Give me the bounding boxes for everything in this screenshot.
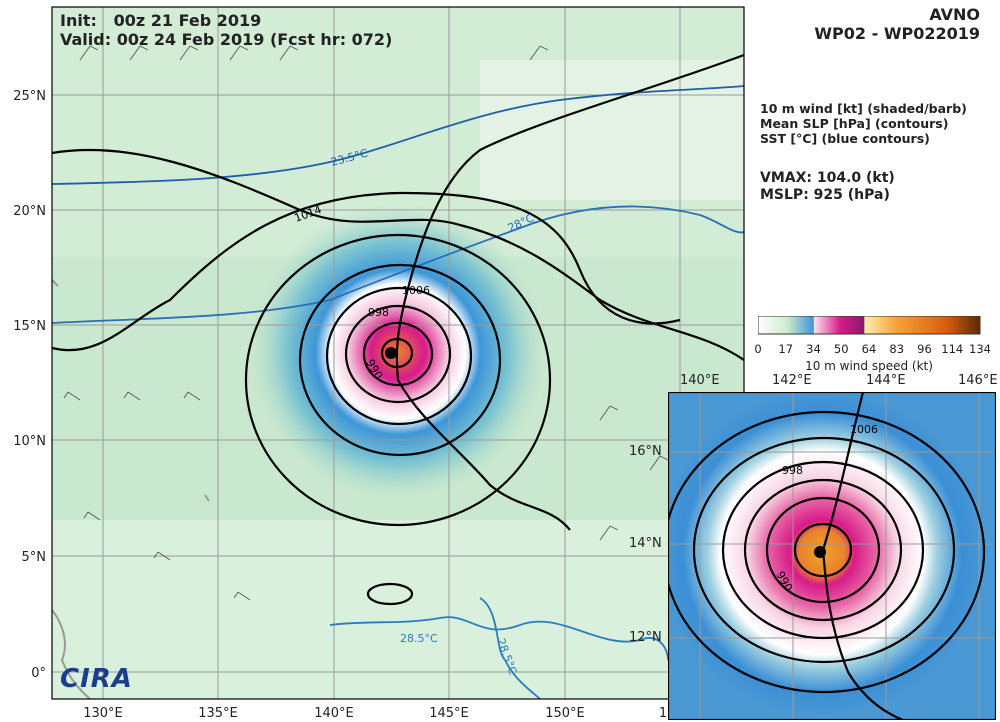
inset-lat-tick: 12°N (629, 630, 662, 645)
inset-storm-center-icon (814, 546, 826, 558)
inset-lon-tick: 140°E (680, 373, 720, 388)
lat-tick: 15°N (13, 319, 46, 334)
inset-lat-tick: 14°N (629, 536, 662, 551)
cira-logo: CIRA (60, 664, 133, 694)
colorbar-tick: 64 (861, 342, 877, 356)
colorbar-tick: 17 (778, 342, 794, 356)
lat-tick: 0° (31, 666, 46, 681)
inset-lon-tick: 144°E (866, 373, 906, 388)
mslp-value: MSLP: 925 (hPa) (760, 187, 890, 203)
isobar-label: 998 (368, 306, 389, 319)
lon-ticks: 130°E 135°E 140°E 145°E 150°E 1 (83, 706, 667, 721)
lon-tick: 140°E (314, 706, 354, 721)
colorbar (758, 316, 981, 335)
colorbar-tick: 83 (889, 342, 905, 356)
colorbar-tick: 50 (833, 342, 849, 356)
legend-slp: Mean SLP [hPa] (contours) (760, 116, 949, 131)
colorbar-label: 10 m wind speed (kt) (805, 359, 933, 373)
colorbar-ticks: 0 17 34 50 64 83 96 114 134 (754, 342, 991, 358)
coastline (52, 279, 210, 699)
lat-tick: 20°N (13, 204, 46, 219)
vmax-value: VMAX: 104.0 (kt) (760, 170, 895, 186)
model-name: AVNO (929, 5, 980, 24)
storm-id: WP02 - WP022019 (814, 24, 980, 43)
inset-map: 1006 998 990 (668, 392, 996, 720)
inset-lat-tick: 16°N (629, 444, 662, 459)
colorbar-tick: 96 (917, 342, 932, 356)
lat-tick: 10°N (13, 434, 46, 449)
lon-tick: 145°E (429, 706, 469, 721)
colorbar-tick: 114 (941, 342, 964, 356)
sst-label: 28.5°C (400, 632, 438, 645)
init-time: Init: 00z 21 Feb 2019 (60, 11, 262, 30)
inset-forecast-track (821, 392, 904, 720)
colorbar-tick: 134 (969, 342, 991, 356)
isobar-label: 1006 (402, 284, 430, 297)
lon-tick: 135°E (198, 706, 238, 721)
inset-lon-tick: 142°E (772, 373, 812, 388)
lat-ticks: 25°N 20°N 15°N 10°N 5°N 0° (13, 89, 46, 681)
storm-center-icon (385, 347, 397, 359)
lat-tick: 5°N (22, 550, 47, 565)
forecast-track (395, 53, 744, 531)
lon-tick: 1 (659, 706, 667, 721)
wind-barbs (63, 45, 669, 601)
isobar-contours (52, 148, 744, 606)
legend-wind: 10 m wind [kt] (shaded/barb) (760, 101, 967, 116)
colorbar-tick: 0 (754, 342, 762, 356)
sst-contours (52, 85, 744, 699)
colorbar-tick: 34 (806, 342, 821, 356)
valid-time: Valid: 00z 24 Feb 2019 (Fcst hr: 072) (60, 30, 393, 49)
lat-tick: 25°N (13, 89, 46, 104)
inset-isobar-label: 1006 (850, 423, 878, 436)
inset-isobar-label: 998 (782, 464, 803, 477)
lon-tick: 150°E (545, 706, 585, 721)
lon-tick: 130°E (83, 706, 123, 721)
legend-sst: SST [°C] (blue contours) (760, 131, 930, 146)
inset-lon-tick: 146°E (958, 373, 998, 388)
